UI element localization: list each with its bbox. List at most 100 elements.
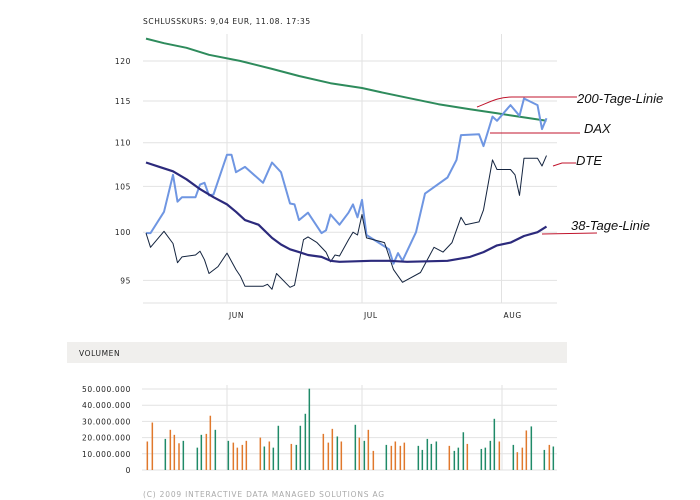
copyright: (C) 2009 INTERACTIVE DATA MANAGED SOLUTI… [143,490,385,499]
price-lines [145,37,548,290]
volume-bar [245,440,248,470]
price-grid: 95 100 105 110 115 120 JUN JUL AUG [115,34,557,320]
label-38-tage-linie: 38-Tage-Linie [571,218,650,233]
volume-bar [552,446,555,470]
volume-y-tick-label: 20.000.000 [82,434,131,443]
volume-y-tick-label: 50.000.000 [82,385,131,394]
volume-bar [521,447,524,470]
volume-bar [403,442,406,470]
volume-bar [295,444,298,470]
volume-bar [385,444,388,470]
volume-bar [290,443,293,470]
y-tick-label: 110 [115,139,131,148]
volume-bar [272,447,275,470]
volume-bar [484,447,487,470]
label-dte: DTE [576,153,602,168]
volume-header [67,342,567,363]
volume-bar [164,438,167,470]
volume-bar [322,433,325,470]
volume-bar [200,434,203,470]
volume-bar [421,449,424,470]
label-dax: DAX [584,121,612,136]
volume-bar [336,436,339,470]
y-tick-label: 95 [120,276,131,285]
volume-bar [543,449,546,470]
volume-bar [354,424,357,470]
series-line-200-tage-linie [145,37,547,122]
volume-bar [466,443,469,470]
volume-y-tick-label: 10.000.000 [82,450,131,459]
volume-bar [525,430,528,470]
chart-title: SCHLUSSKURS: 9,04 EUR, 11.08. 17:35 [143,17,311,26]
volume-grid: 0 10.000.000 20.000.000 30.000.000 40.000.00… [82,385,557,475]
x-tick-label: AUG [504,311,522,320]
volume-bar [304,413,307,470]
volume-bar [498,441,501,470]
volume-bar [394,441,397,470]
volume-bar [236,447,239,470]
leader-dte [552,162,576,167]
volume-bar [462,432,465,470]
volume-bar [277,425,280,470]
volume-bar [182,440,185,470]
volume-y-tick-label: 30.000.000 [82,417,131,426]
volume-bar [331,428,334,470]
volume-bar [173,434,176,470]
series-line-dax [146,97,548,265]
volume-bar [367,429,370,470]
y-tick-label: 120 [115,57,131,66]
volume-bar [358,437,361,470]
volume-bar [493,418,496,470]
volume-bar [169,429,172,470]
y-tick-label: 100 [115,228,131,237]
volume-bar [241,444,244,470]
volume-bar [390,445,393,470]
volume-bar [453,450,456,470]
volume-bar [435,441,438,470]
volume-bar [205,433,208,470]
volume-bar [480,448,483,470]
volume-bar [268,441,271,470]
volume-bar [426,438,429,470]
volume-bar [530,426,533,470]
volume-bar [151,422,154,470]
y-tick-label: 115 [115,97,131,106]
volume-y-tick-label: 0 [126,466,131,475]
volume-bar [430,443,433,470]
volume-bar [146,441,149,470]
volume-bar [232,442,235,470]
volume-bar [516,452,519,470]
volume-bar [448,445,451,470]
volume-bar [259,437,262,470]
volume-bar [263,446,266,470]
x-tick-label: JUL [363,311,378,320]
volume-bar [399,445,402,470]
y-tick-label: 105 [115,182,131,191]
series-line-dte [145,155,547,290]
leader-38-tage [541,232,598,235]
volume-bar [512,444,515,470]
label-200-tage-linie: 200-Tage-Linie [576,91,663,106]
volume-bar [178,443,180,470]
volume-bar [308,388,311,470]
volume-bars [146,388,555,470]
volume-y-tick-label: 40.000.000 [82,401,131,410]
volume-bar [327,442,330,470]
volume-bar [363,440,366,470]
volume-bar [489,440,492,470]
volume-bar [214,429,217,470]
volume-bar [548,444,551,470]
volume-title: VOLUMEN [79,349,120,358]
volume-bar [457,447,460,470]
volume-bar [417,445,420,470]
volume-bar [372,450,375,470]
volume-bar [196,447,199,470]
volume-bar [340,441,343,470]
volume-bar [299,425,302,470]
volume-bar [227,440,230,470]
volume-bar [209,415,212,470]
leader-200-tage [476,96,577,108]
series-line-38-tage-linie [145,161,548,263]
x-tick-label: JUN [228,311,244,320]
